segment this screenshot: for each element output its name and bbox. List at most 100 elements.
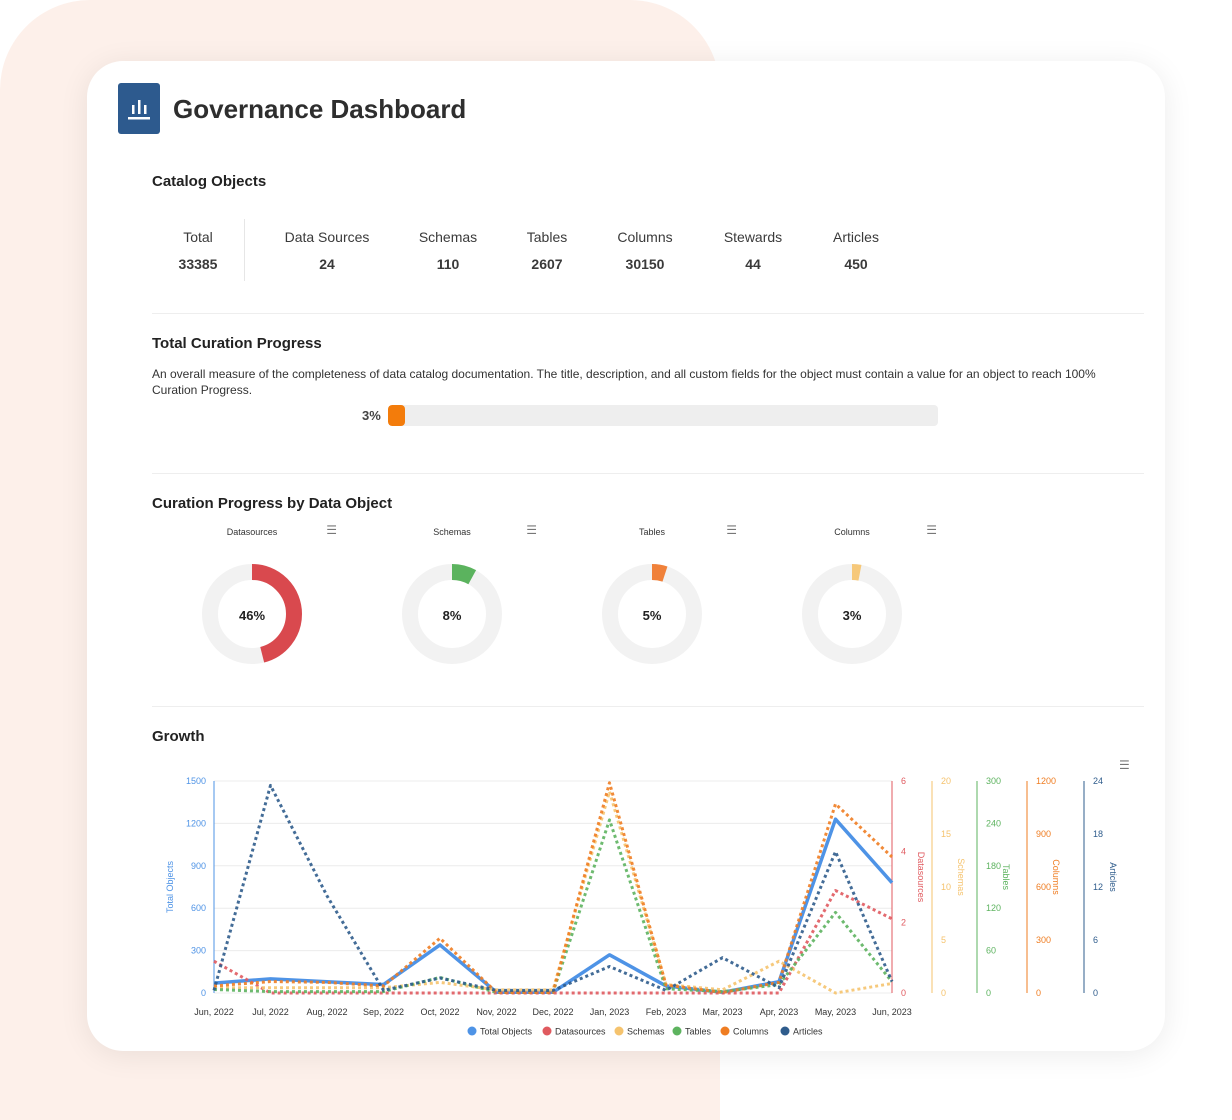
y-axis-title: Schemas: [956, 858, 966, 896]
stat-value: 30150: [625, 256, 665, 272]
legend-label: Tables: [685, 1027, 712, 1037]
y-tick-label: 24: [1093, 776, 1103, 786]
y-tick-label: 10: [941, 882, 951, 892]
curation-by-object-title: Curation Progress by Data Object: [152, 495, 393, 512]
y-tick-label: 300: [191, 946, 206, 956]
x-tick-label: Jul, 2022: [252, 1007, 289, 1017]
stat-label: Columns: [617, 229, 673, 245]
section-divider: [152, 706, 1144, 707]
stat-columns: Columns 30150: [585, 229, 705, 272]
donut-title: Schemas: [433, 527, 471, 537]
y-axis-title: Datasources: [916, 852, 926, 903]
y-tick-label: 1200: [1036, 776, 1056, 786]
hamburger-menu-icon[interactable]: ☰: [1119, 758, 1130, 772]
stat-label: Stewards: [723, 229, 783, 245]
y-tick-label: 600: [191, 903, 206, 913]
y-tick-label: 0: [986, 988, 991, 998]
series-line: [213, 817, 894, 995]
bar-chart-icon: [118, 83, 160, 134]
donut-schemas: Schemas ☰ 8%: [382, 523, 537, 664]
donut-arc: [602, 564, 702, 664]
legend-label: Columns: [733, 1027, 769, 1037]
donut-columns: Columns ☰ 3%: [782, 523, 937, 664]
stat-value: 2607: [531, 256, 563, 272]
y-tick-label: 120: [986, 903, 1001, 913]
growth-title: Growth: [152, 728, 205, 745]
hamburger-menu-icon[interactable]: ☰: [326, 523, 337, 537]
y-tick-label: 12: [1093, 882, 1103, 892]
legend-marker: [467, 1026, 477, 1036]
x-tick-label: Apr, 2023: [760, 1007, 799, 1017]
page-title: Governance Dashboard: [173, 94, 467, 124]
y-tick-label: 60: [986, 946, 996, 956]
donut-chart: [202, 564, 302, 664]
stat-label: Articles: [833, 229, 879, 245]
y-axis-title: Articles: [1108, 862, 1118, 892]
x-tick-label: May, 2023: [815, 1007, 856, 1017]
dashboard-card: Governance Dashboard Catalog Objects Tot…: [87, 61, 1165, 1051]
donut-value: 8%: [442, 608, 462, 623]
y-tick-label: 300: [986, 776, 1001, 786]
x-tick-label: Oct, 2022: [420, 1007, 459, 1017]
donut-value: 46%: [238, 608, 266, 623]
legend-marker: [614, 1026, 624, 1036]
donut-arc: [202, 564, 302, 664]
y-tick-label: 600: [1036, 882, 1051, 892]
y-tick-label: 4: [901, 847, 906, 857]
series-line: [212, 783, 894, 992]
y-tick-label: 20: [941, 776, 951, 786]
stat-value: 110: [436, 256, 460, 272]
section-divider: [152, 313, 1144, 314]
y-tick-label: 0: [201, 988, 206, 998]
series-line: [213, 781, 894, 994]
y-tick-label: 1500: [186, 776, 206, 786]
y-tick-label: 0: [1093, 988, 1098, 998]
donut-chart: [802, 564, 902, 664]
legend-label: Datasources: [555, 1027, 606, 1037]
legend-label: Schemas: [627, 1027, 665, 1037]
y-tick-label: 0: [901, 988, 906, 998]
y-axis-title: Columns: [1051, 859, 1061, 895]
stat-total: Total 33385: [138, 229, 258, 272]
legend-marker: [780, 1026, 790, 1036]
donut-chart: [402, 564, 502, 664]
hamburger-menu-icon[interactable]: ☰: [926, 523, 937, 537]
progress-bar: [388, 405, 938, 426]
stat-tables: Tables 2607: [487, 229, 607, 272]
donut-title: Tables: [638, 527, 665, 537]
donut-tables: Tables ☰ 5%: [582, 523, 737, 664]
stat-stewards: Stewards 44: [693, 229, 813, 272]
progress-bar-fill: [388, 405, 405, 426]
y-tick-label: 180: [986, 861, 1001, 871]
x-tick-label: Mar, 2023: [702, 1007, 742, 1017]
hamburger-menu-icon[interactable]: ☰: [726, 523, 737, 537]
y-tick-label: 18: [1093, 829, 1103, 839]
stat-data-sources: Data Sources 24: [267, 229, 387, 272]
series-line: [214, 790, 893, 995]
y-tick-label: 300: [1036, 935, 1051, 945]
y-axis-title: Total Objects: [165, 860, 175, 913]
section-divider: [152, 473, 1144, 474]
x-tick-label: Aug, 2022: [306, 1007, 347, 1017]
stat-value: 33385: [178, 256, 218, 272]
hamburger-menu-icon[interactable]: ☰: [526, 523, 537, 537]
y-tick-label: 6: [1093, 935, 1098, 945]
x-tick-label: Feb, 2023: [646, 1007, 687, 1017]
legend-marker: [672, 1026, 682, 1036]
x-tick-label: Jun, 2022: [194, 1007, 234, 1017]
donut-datasources: Datasources ☰ 46%: [182, 523, 337, 664]
y-tick-label: 5: [941, 935, 946, 945]
stat-divider: [244, 219, 245, 281]
legend-marker: [542, 1026, 552, 1036]
curation-description: An overall measure of the completeness o…: [152, 367, 1096, 397]
stat-articles: Articles 450: [796, 229, 916, 272]
donut-value: 3%: [842, 608, 862, 623]
catalog-objects-title: Catalog Objects: [152, 173, 267, 190]
donut-arc: [802, 564, 902, 664]
y-tick-label: 900: [191, 861, 206, 871]
y-tick-label: 2: [901, 917, 906, 927]
donut-title: Columns: [834, 527, 870, 537]
stat-value: 450: [844, 256, 868, 272]
y-tick-label: 15: [941, 829, 951, 839]
